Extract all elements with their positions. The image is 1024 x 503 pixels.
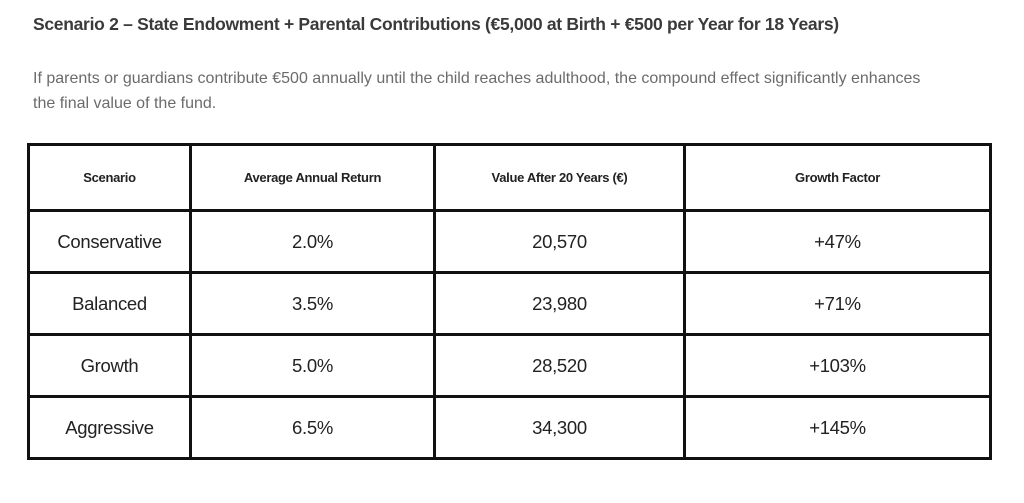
column-header: Growth Factor [683, 143, 992, 212]
table-cell: +103% [683, 333, 992, 398]
scenario-table: Scenario Average Annual Return Value After… [27, 143, 992, 460]
table-cell: 20,570 [433, 209, 686, 274]
paragraph-line: If parents or guardians contribute €500 … [33, 70, 921, 87]
table-row: Balanced 3.5% 23,980 +71% [27, 271, 992, 336]
header-row: Scenario Average Annual Return Value After… [27, 143, 992, 212]
table-cell: 5.0% [189, 333, 436, 398]
table-cell: +145% [683, 395, 992, 460]
paragraph-line: the final value of the fund. [33, 95, 217, 112]
table-body: Conservative 2.0% 20,570 +47% Balanced 3.5% 23… [27, 209, 992, 460]
table-cell: Conservative [27, 209, 192, 274]
column-header: Value After 20 Years (€) [433, 143, 686, 212]
table-cell: Balanced [27, 271, 192, 336]
column-header: Average Annual Return [189, 143, 436, 212]
table-cell: 28,520 [433, 333, 686, 398]
table-row: Conservative 2.0% 20,570 +47% [27, 209, 992, 274]
table-cell: +71% [683, 271, 992, 336]
table-cell: 2.0% [189, 209, 436, 274]
table-row: Aggressive 6.5% 34,300 +145% [27, 395, 992, 460]
table-cell: Aggressive [27, 395, 192, 460]
table-cell: 23,980 [433, 271, 686, 336]
table-cell: +47% [683, 209, 992, 274]
table-cell: 3.5% [189, 271, 436, 336]
table-cell: Growth [27, 333, 192, 398]
heading: Scenario 2 – State Endowment + Parental … [33, 14, 839, 34]
column-header: Scenario [27, 143, 192, 212]
table-cell: 34,300 [433, 395, 686, 460]
paragraph: If parents or guardians contribute €500 … [33, 66, 1024, 116]
table-cell: 6.5% [189, 395, 436, 460]
table-row: Growth 5.0% 28,520 +103% [27, 333, 992, 398]
